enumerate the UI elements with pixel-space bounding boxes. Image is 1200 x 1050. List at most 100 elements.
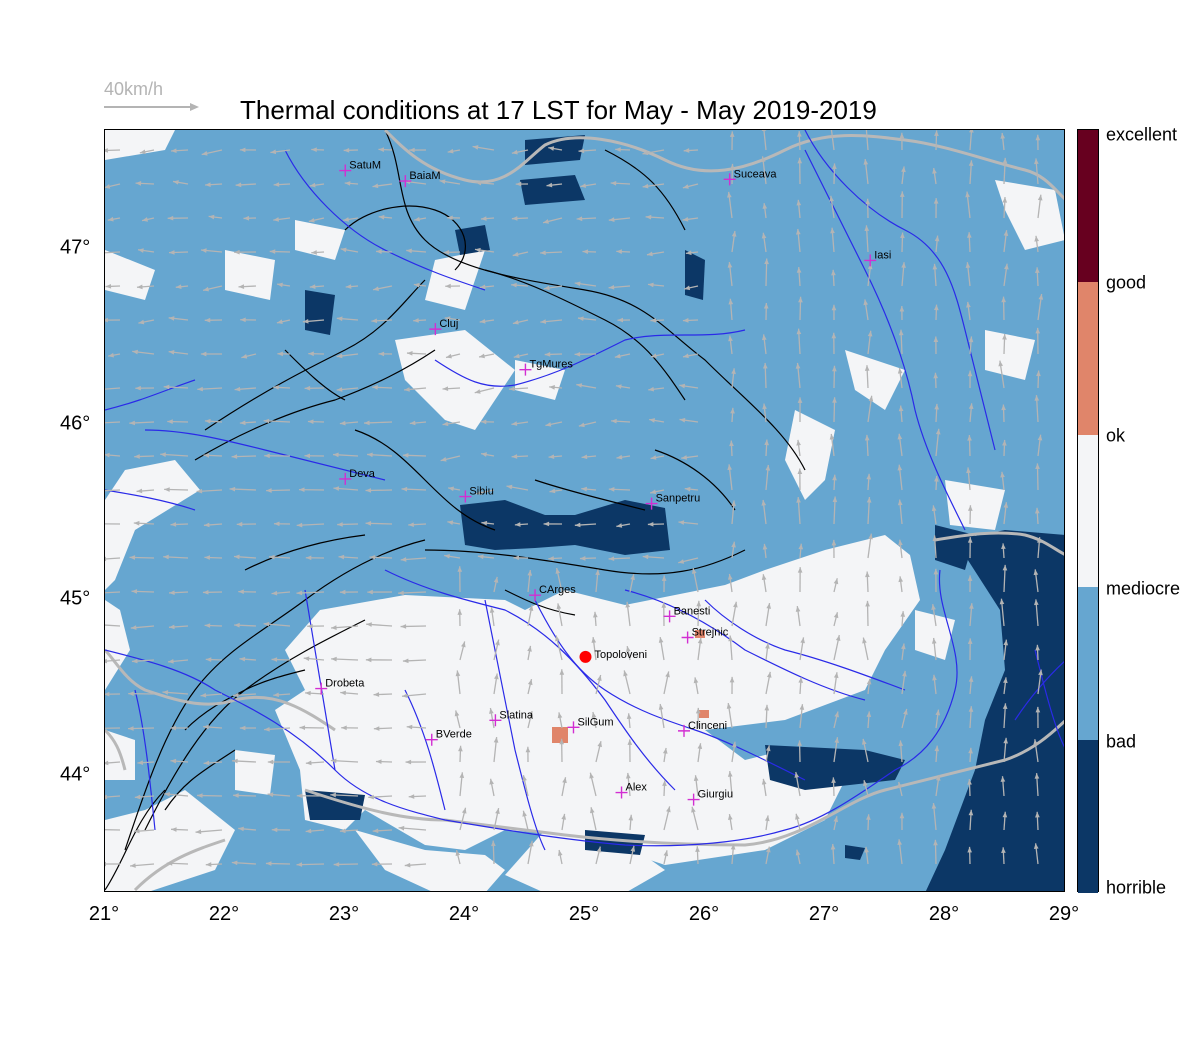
wind-arrow-icon xyxy=(105,317,121,323)
wind-arrow-icon xyxy=(934,475,939,491)
wind-arrow-icon xyxy=(459,807,467,831)
wind-arrow-icon xyxy=(458,745,463,763)
wind-arrow-icon xyxy=(760,156,767,185)
y-tick: 45° xyxy=(60,587,91,610)
wind-arrow-icon xyxy=(968,403,974,423)
wind-arrow-icon xyxy=(105,251,121,254)
city-marker[interactable]: Sibiu xyxy=(459,486,494,503)
wind-arrow-icon xyxy=(650,455,665,460)
wind-arrow-icon xyxy=(133,828,155,834)
wind-arrow-icon xyxy=(298,487,325,493)
wind-arrow-icon xyxy=(1002,157,1008,185)
city-marker[interactable]: CArges xyxy=(529,584,576,602)
city-marker[interactable]: BVerde xyxy=(425,729,472,746)
wind-arrow-icon xyxy=(625,772,631,797)
wind-arrow-icon xyxy=(128,691,155,697)
wind-arrow-icon xyxy=(402,453,427,458)
wind-arrow-icon xyxy=(863,158,869,185)
wind-arrow-icon xyxy=(935,774,941,797)
wind-arrow-icon xyxy=(866,678,872,695)
wind-arrow-icon xyxy=(678,557,699,564)
wind-scale-arrow-icon xyxy=(104,103,199,111)
city-marker[interactable]: Giurgiu xyxy=(687,789,733,806)
wind-arrow-icon xyxy=(832,365,837,389)
map-canvas[interactable]: SatuM BaiaM Suceava Iasi Cluj TgMures Deva Sibi… xyxy=(105,130,1065,892)
wind-arrow-icon xyxy=(107,216,121,222)
cross-marker-icon xyxy=(399,175,412,188)
legend-swatch-horrible xyxy=(1078,740,1098,893)
city-marker[interactable]: Sanpetru xyxy=(645,493,701,510)
wind-arrow-icon xyxy=(479,318,495,324)
wind-arrow-icon xyxy=(201,149,223,156)
wind-arrow-icon xyxy=(832,496,838,525)
city-marker[interactable]: SatuM xyxy=(339,160,381,177)
city-marker[interactable]: Iasi xyxy=(864,249,891,267)
wind-arrow-icon xyxy=(160,452,189,457)
wind-arrow-icon xyxy=(134,454,155,459)
city-marker[interactable]: Deva xyxy=(339,468,376,485)
wind-arrow-icon xyxy=(866,496,872,525)
wind-arrow-icon xyxy=(269,249,291,254)
wind-arrow-icon xyxy=(862,637,869,661)
legend-swatch-good xyxy=(1078,130,1098,282)
city-marker[interactable]: Slatina xyxy=(489,709,534,727)
terrain-contours xyxy=(105,130,806,891)
wind-arrow-icon xyxy=(376,249,393,254)
wind-arrow-icon xyxy=(455,849,461,865)
wind-arrow-icon xyxy=(406,248,427,254)
wind-arrow-icon xyxy=(1035,267,1040,287)
wind-arrow-icon xyxy=(1034,773,1040,797)
city-marker[interactable]: Strejnic xyxy=(681,626,729,644)
city-label: BaiaM xyxy=(409,170,440,182)
wind-arrow-icon xyxy=(731,368,736,389)
city-marker[interactable]: Drobeta xyxy=(315,678,365,695)
wind-arrow-icon xyxy=(168,624,189,630)
city-marker[interactable]: Suceava xyxy=(723,168,778,186)
wind-arrow-icon xyxy=(731,541,736,559)
map-panel[interactable]: SatuM BaiaM Suceava Iasi Cluj TgMures Deva Sibi… xyxy=(104,129,1065,892)
wind-arrow-icon xyxy=(548,454,563,460)
city-marker[interactable]: Alex xyxy=(615,782,648,799)
city-marker[interactable]: Banesti xyxy=(663,605,711,623)
wind-arrow-icon xyxy=(832,163,837,185)
wind-arrow-icon xyxy=(932,167,937,185)
wind-scale-label: 40km/h xyxy=(104,79,164,99)
wind-arrow-icon xyxy=(933,336,939,355)
city-marker[interactable]: Cluj xyxy=(429,318,458,336)
city-label: Alex xyxy=(626,782,648,794)
wind-arrow-icon xyxy=(898,740,904,763)
wind-arrow-icon xyxy=(901,643,906,661)
wind-arrow-icon xyxy=(240,317,257,323)
wind-arrow-icon xyxy=(203,760,223,766)
wind-arrow-icon xyxy=(311,147,325,153)
wind-arrow-icon xyxy=(474,247,495,253)
wind-arrow-icon xyxy=(273,182,291,187)
wind-arrow-icon xyxy=(304,385,325,391)
city-marker[interactable]: SilGum xyxy=(567,716,614,734)
target-location-marker[interactable]: Topoloveni xyxy=(579,649,648,663)
wind-arrow-icon xyxy=(831,332,837,355)
wind-arrow-icon xyxy=(296,793,325,799)
wind-arrow-icon xyxy=(341,725,359,731)
city-marker[interactable]: TgMures xyxy=(519,359,573,376)
wind-arrow-icon xyxy=(477,554,495,560)
cross-marker-icon xyxy=(645,497,658,510)
wind-arrow-icon xyxy=(648,386,665,392)
wind-arrow-icon xyxy=(1003,502,1009,525)
city-marker[interactable]: BaiaM xyxy=(399,170,441,188)
wind-arrow-icon xyxy=(378,214,393,220)
wind-arrow-icon xyxy=(833,612,839,627)
cross-marker-icon xyxy=(519,363,532,376)
wind-arrow-icon xyxy=(175,284,189,290)
wind-arrow-icon xyxy=(365,657,393,663)
wind-arrow-icon xyxy=(595,846,602,865)
wind-arrow-icon xyxy=(235,182,257,188)
wind-arrow-icon xyxy=(764,704,770,729)
wind-arrow-icon xyxy=(444,554,461,559)
wind-arrow-icon xyxy=(440,455,461,462)
cross-marker-icon xyxy=(339,472,352,485)
wind-arrow-icon xyxy=(762,362,768,389)
city-marker[interactable]: Clinceni xyxy=(678,720,727,737)
wind-arrow-icon xyxy=(493,736,499,763)
wind-arrow-icon xyxy=(197,386,223,392)
